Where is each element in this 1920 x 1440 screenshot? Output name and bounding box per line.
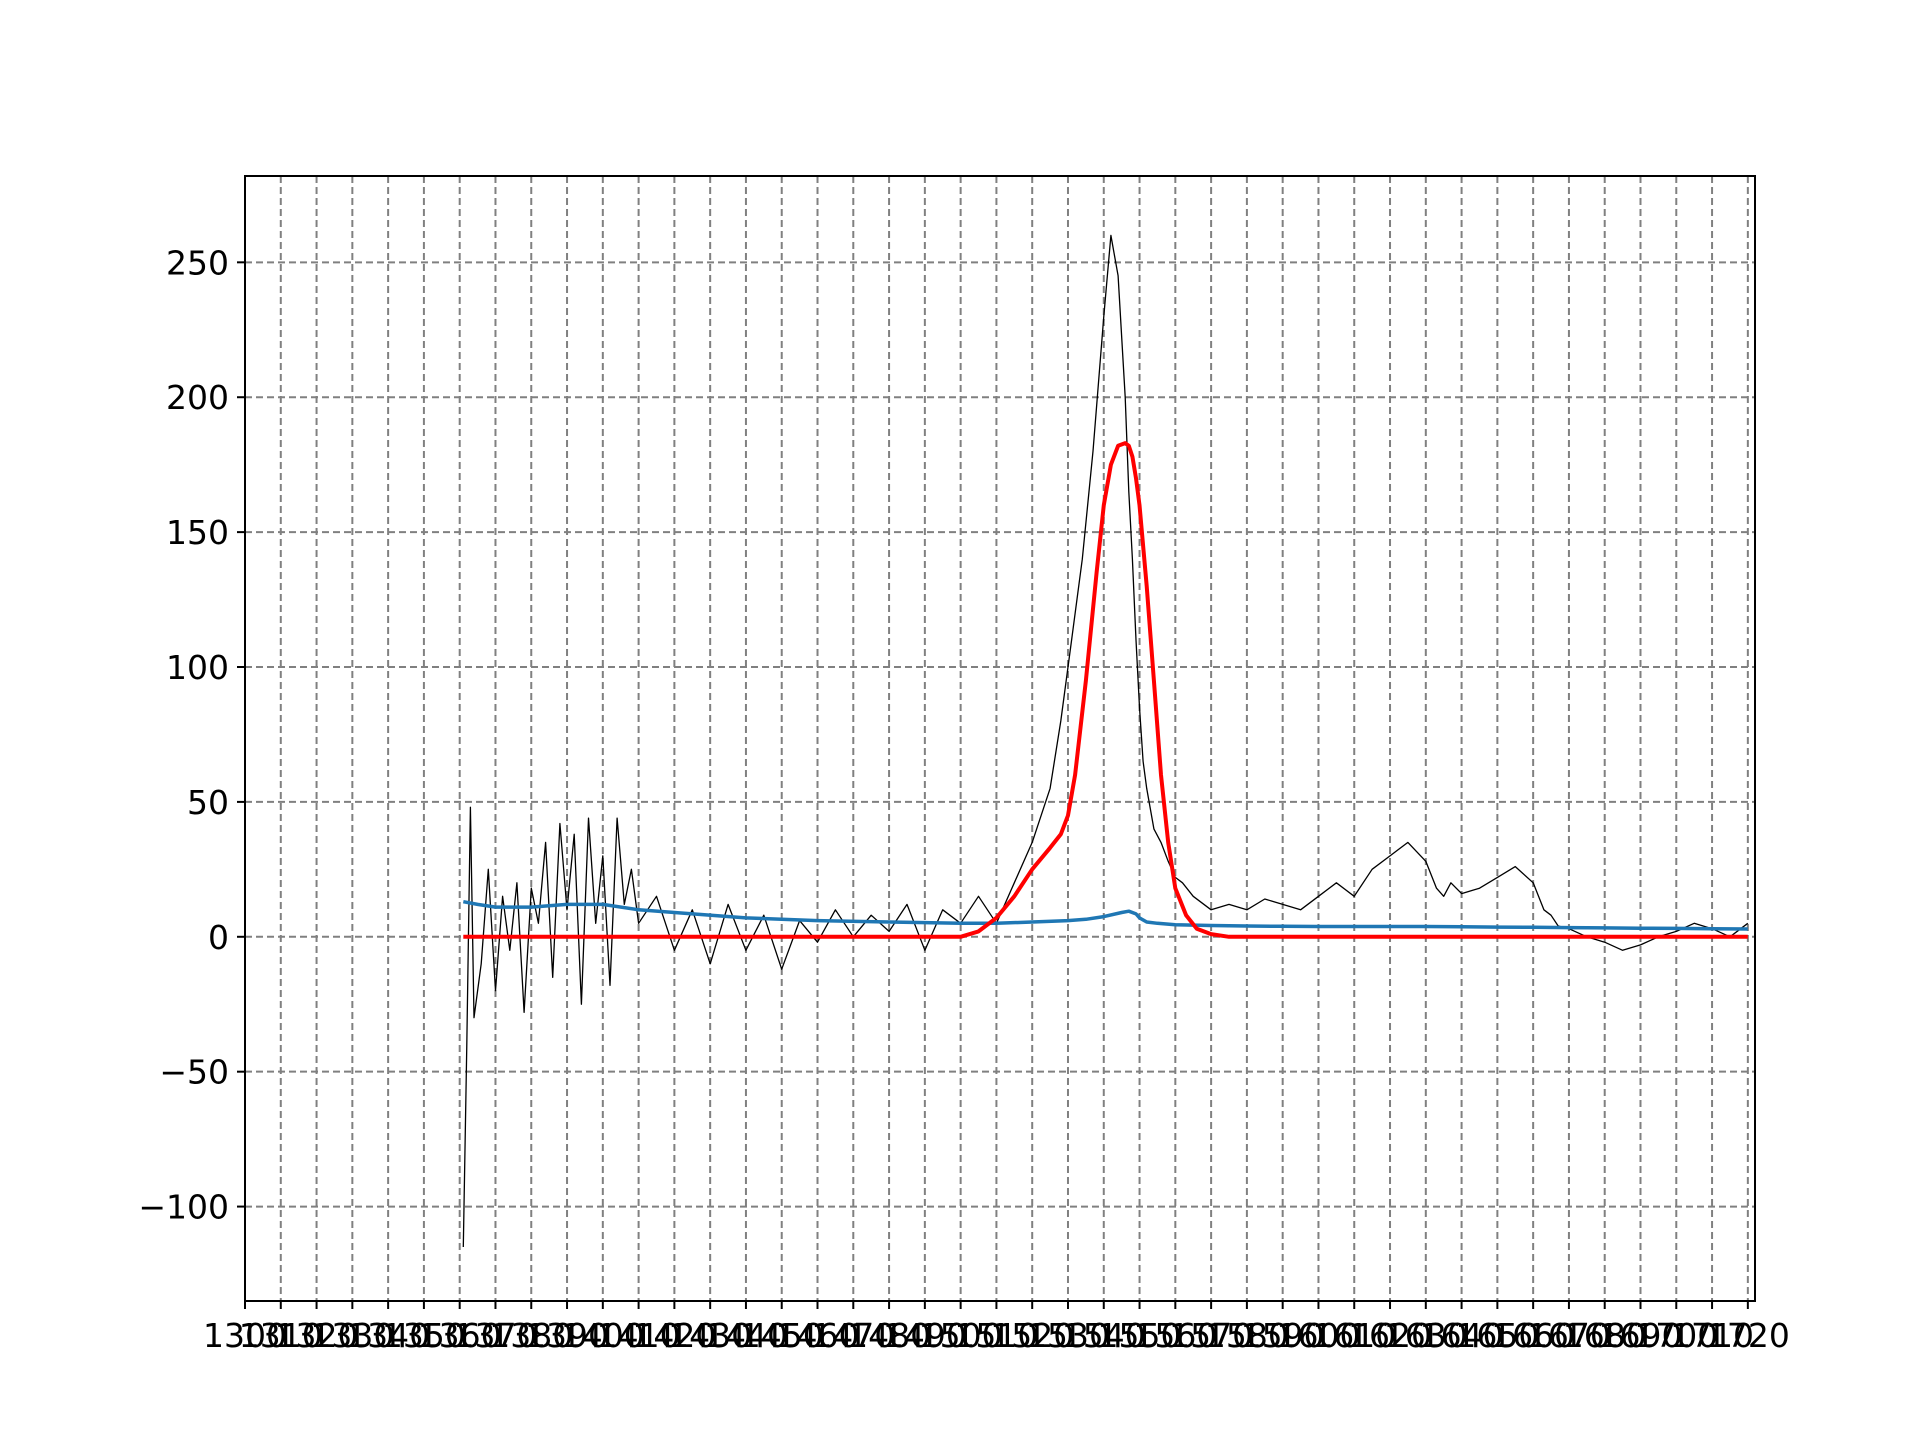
x-tick-label: 1650	[1455, 1316, 1539, 1355]
x-tick-label: 1470	[811, 1316, 895, 1355]
x-tick-label: 1400	[561, 1316, 645, 1355]
x-tick-label: 1320	[275, 1316, 359, 1355]
x-tick-label: 1460	[776, 1316, 860, 1355]
x-tick-label: 1510	[954, 1316, 1038, 1355]
x-tick-label: 1600	[1276, 1316, 1360, 1355]
x-axis: 1300131013201330134013501360137013801390…	[203, 1301, 1790, 1355]
series-line-1	[462, 899, 1748, 931]
y-tick-label: 200	[166, 378, 229, 417]
y-tick-label: −100	[138, 1188, 229, 1227]
y-tick-label: 0	[208, 918, 229, 957]
x-tick-label: 1340	[346, 1316, 430, 1355]
x-tick-label: 1580	[1205, 1316, 1289, 1355]
x-tick-label: 1480	[847, 1316, 931, 1355]
x-tick-label: 1660	[1491, 1316, 1575, 1355]
y-tick-label: 150	[166, 513, 229, 552]
x-tick-label: 1310	[239, 1316, 323, 1355]
x-tick-label: 1640	[1420, 1316, 1504, 1355]
x-tick-label: 1440	[704, 1316, 788, 1355]
x-tick-label: 1690	[1599, 1316, 1683, 1355]
x-tick-label: 1370	[453, 1316, 537, 1355]
x-tick-label: 1490	[883, 1316, 967, 1355]
series-layer	[462, 234, 1749, 1248]
x-tick-label: 1620	[1348, 1316, 1432, 1355]
series-line-2	[463, 441, 1748, 939]
x-tick-label: 1550	[1098, 1316, 1182, 1355]
y-tick-label: 50	[187, 783, 229, 822]
x-tick-label: 1520	[990, 1316, 1074, 1355]
x-tick-label: 1500	[919, 1316, 1003, 1355]
x-tick-label: 1590	[1241, 1316, 1325, 1355]
x-tick-label: 1630	[1384, 1316, 1468, 1355]
plot-frame	[244, 175, 1756, 1302]
x-tick-label: 1390	[525, 1316, 609, 1355]
x-tick-label: 1570	[1169, 1316, 1253, 1355]
x-tick-label: 1430	[668, 1316, 752, 1355]
y-axis: −100 −50 0 50 100 150 200 250	[138, 243, 245, 1227]
x-tick-label: 1710	[1670, 1316, 1754, 1355]
x-tick-label: 1560	[1133, 1316, 1217, 1355]
x-tick-label: 1350	[382, 1316, 466, 1355]
x-tick-label: 1410	[597, 1316, 681, 1355]
x-tick-label: 1360	[418, 1316, 502, 1355]
x-tick-label: 1610	[1312, 1316, 1396, 1355]
x-tick-label: 1680	[1563, 1316, 1647, 1355]
x-tick-label: 1450	[740, 1316, 824, 1355]
gridlines	[244, 176, 1755, 1301]
x-tick-label: 1420	[632, 1316, 716, 1355]
x-tick-label: 1670	[1527, 1316, 1611, 1355]
series-line-0	[462, 234, 1749, 1248]
x-tick-label: 1700	[1634, 1316, 1718, 1355]
x-tick-label: 1300	[203, 1316, 287, 1355]
x-tick-label: 1380	[489, 1316, 573, 1355]
y-tick-label: −50	[159, 1053, 229, 1092]
x-tick-label: 1530	[1026, 1316, 1110, 1355]
x-tick-label: 1330	[310, 1316, 394, 1355]
y-tick-label: 100	[166, 648, 229, 687]
y-tick-label: 250	[166, 243, 229, 282]
x-tick-label: 1720	[1706, 1316, 1790, 1355]
x-tick-label: 1540	[1062, 1316, 1146, 1355]
